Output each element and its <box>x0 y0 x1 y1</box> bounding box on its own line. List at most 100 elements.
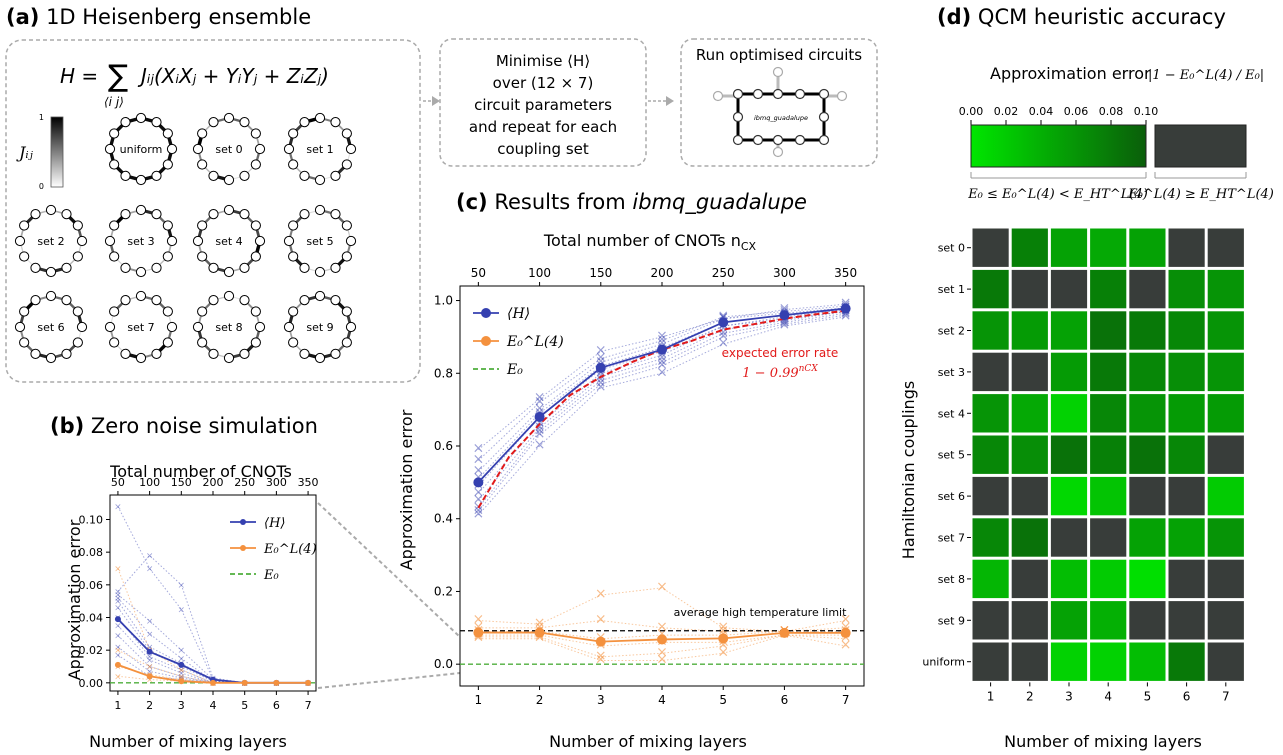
ring-qubit <box>208 262 219 273</box>
individual-L4-marker: × <box>656 652 668 668</box>
individual-H-line <box>478 307 846 472</box>
ring-qubit <box>14 235 26 247</box>
panel-c: (c) Results from ibmq_guadalupe Total nu… <box>397 190 865 751</box>
ring-qubit <box>208 348 219 359</box>
mean-L4-point <box>273 679 280 686</box>
top-tick-label: 350 <box>834 266 857 280</box>
individual-H-marker: × <box>717 324 729 340</box>
heatmap-cell <box>1129 559 1166 599</box>
ring-qubit <box>104 143 116 155</box>
heatmap-cell <box>1050 435 1088 474</box>
heatmap-cell <box>1207 601 1244 640</box>
heatmap-cell <box>1090 311 1127 350</box>
individual-L4-marker: × <box>717 637 729 653</box>
green-colorbar <box>970 124 1147 168</box>
zoom-line-bottom <box>317 672 461 689</box>
heatmap-cell <box>1168 352 1205 392</box>
y-tick-label: 1.0 <box>434 294 453 308</box>
individual-H-marker: × <box>717 328 729 344</box>
individual-H-marker: × <box>534 419 546 435</box>
ring-qubit <box>341 159 352 170</box>
individual-L4-marker: × <box>840 637 852 653</box>
ring-qubit <box>14 321 26 333</box>
ring-qubit <box>166 235 178 247</box>
mean-H-point <box>114 616 121 623</box>
ring-qubit <box>45 352 57 364</box>
ring-qubit <box>135 290 147 302</box>
ring-qubit <box>30 209 41 220</box>
individual-L4-marker: × <box>595 648 607 664</box>
individual-H-marker: × <box>146 667 154 677</box>
ring-qubit <box>239 348 250 359</box>
heatmap-cell <box>1050 352 1088 392</box>
heatmap-cell <box>1050 269 1088 309</box>
ring-qubit <box>341 128 352 139</box>
mean-L4-point <box>534 627 545 638</box>
mean-H-point <box>840 303 851 314</box>
heatmap-cell <box>1207 642 1244 681</box>
individual-H-marker: × <box>779 315 791 331</box>
ring-qubit <box>250 220 261 231</box>
heatmap-cell <box>1168 435 1205 474</box>
heatmap-cell <box>1050 394 1088 433</box>
ring-qubit <box>283 235 295 247</box>
cb-tick-label: 0.08 <box>1099 105 1124 118</box>
mean-H-point <box>779 310 790 321</box>
legend-marker <box>481 308 491 318</box>
svg-text:Minimise ⟨H⟩: Minimise ⟨H⟩ <box>496 52 590 70</box>
individual-H-marker: × <box>178 605 186 615</box>
heatmap-cell <box>1090 269 1127 309</box>
ring-qubit <box>109 337 120 348</box>
heatmap-cell <box>1011 518 1048 557</box>
svg-text:H =: H = <box>60 64 98 88</box>
ring-qubit <box>120 117 131 128</box>
panel-b-top-axis-title: Total number of CNOTs <box>109 462 292 481</box>
mean-L4-point <box>305 679 312 686</box>
row-label: set 8 <box>938 573 965 586</box>
panel-c-plot: 1502100315042005250630073500.00.20.40.60… <box>434 266 865 707</box>
individual-H-marker: × <box>779 313 791 329</box>
ring-set-8: set 8 <box>192 290 266 364</box>
legend-marker <box>240 519 246 525</box>
ring-qubit <box>192 235 204 247</box>
col-label: 6 <box>1183 689 1191 703</box>
individual-H-marker: × <box>472 484 484 500</box>
ring-qubit <box>330 262 341 273</box>
ring-qubit <box>250 337 261 348</box>
ring-qubit <box>314 112 326 124</box>
mean-L4-point <box>657 634 667 645</box>
flow-arrow-2-head <box>666 96 674 106</box>
individual-L4-marker: × <box>472 619 484 635</box>
heatmap-cell <box>1129 311 1166 350</box>
panel-b-xlabel: Number of mixing layers <box>89 732 287 751</box>
individual-L4-marker: × <box>656 619 668 635</box>
ring-qubit <box>223 174 235 186</box>
ring-qubit <box>151 117 162 128</box>
row-label: set 1 <box>938 283 965 296</box>
expected-error-annotation: expected error rate <box>722 346 839 360</box>
individual-H-marker: × <box>779 301 791 317</box>
ring-qubit <box>314 352 326 364</box>
individual-H-marker: × <box>472 452 484 468</box>
individual-H-marker: × <box>656 353 668 369</box>
ring-qubit <box>239 262 250 273</box>
heatmap-cell <box>972 435 1009 474</box>
ring-qubit <box>120 209 131 220</box>
mean-H-point <box>178 661 185 668</box>
individual-H-marker: × <box>472 441 484 457</box>
accuracy-colorbar: 0.00 0.02 0.04 0.06 0.08 0.10 <box>959 105 1158 125</box>
svg-text:circuit parameters: circuit parameters <box>474 96 612 114</box>
ring-qubit <box>135 174 147 186</box>
individual-L4-marker: × <box>595 652 607 668</box>
individual-H-marker: × <box>178 669 186 679</box>
heatmap-cell <box>1011 601 1048 640</box>
ring-set-7: set 7 <box>104 290 178 364</box>
mean-L4-point <box>595 636 606 647</box>
y-tick-label: 0.08 <box>79 546 104 559</box>
heatmap-cell <box>1168 559 1205 599</box>
heatmap-cell <box>1129 435 1166 474</box>
individual-L4-marker: × <box>595 586 607 602</box>
ring-qubit <box>104 235 116 247</box>
ring-qubit <box>192 143 204 155</box>
ring-qubit <box>288 306 299 317</box>
